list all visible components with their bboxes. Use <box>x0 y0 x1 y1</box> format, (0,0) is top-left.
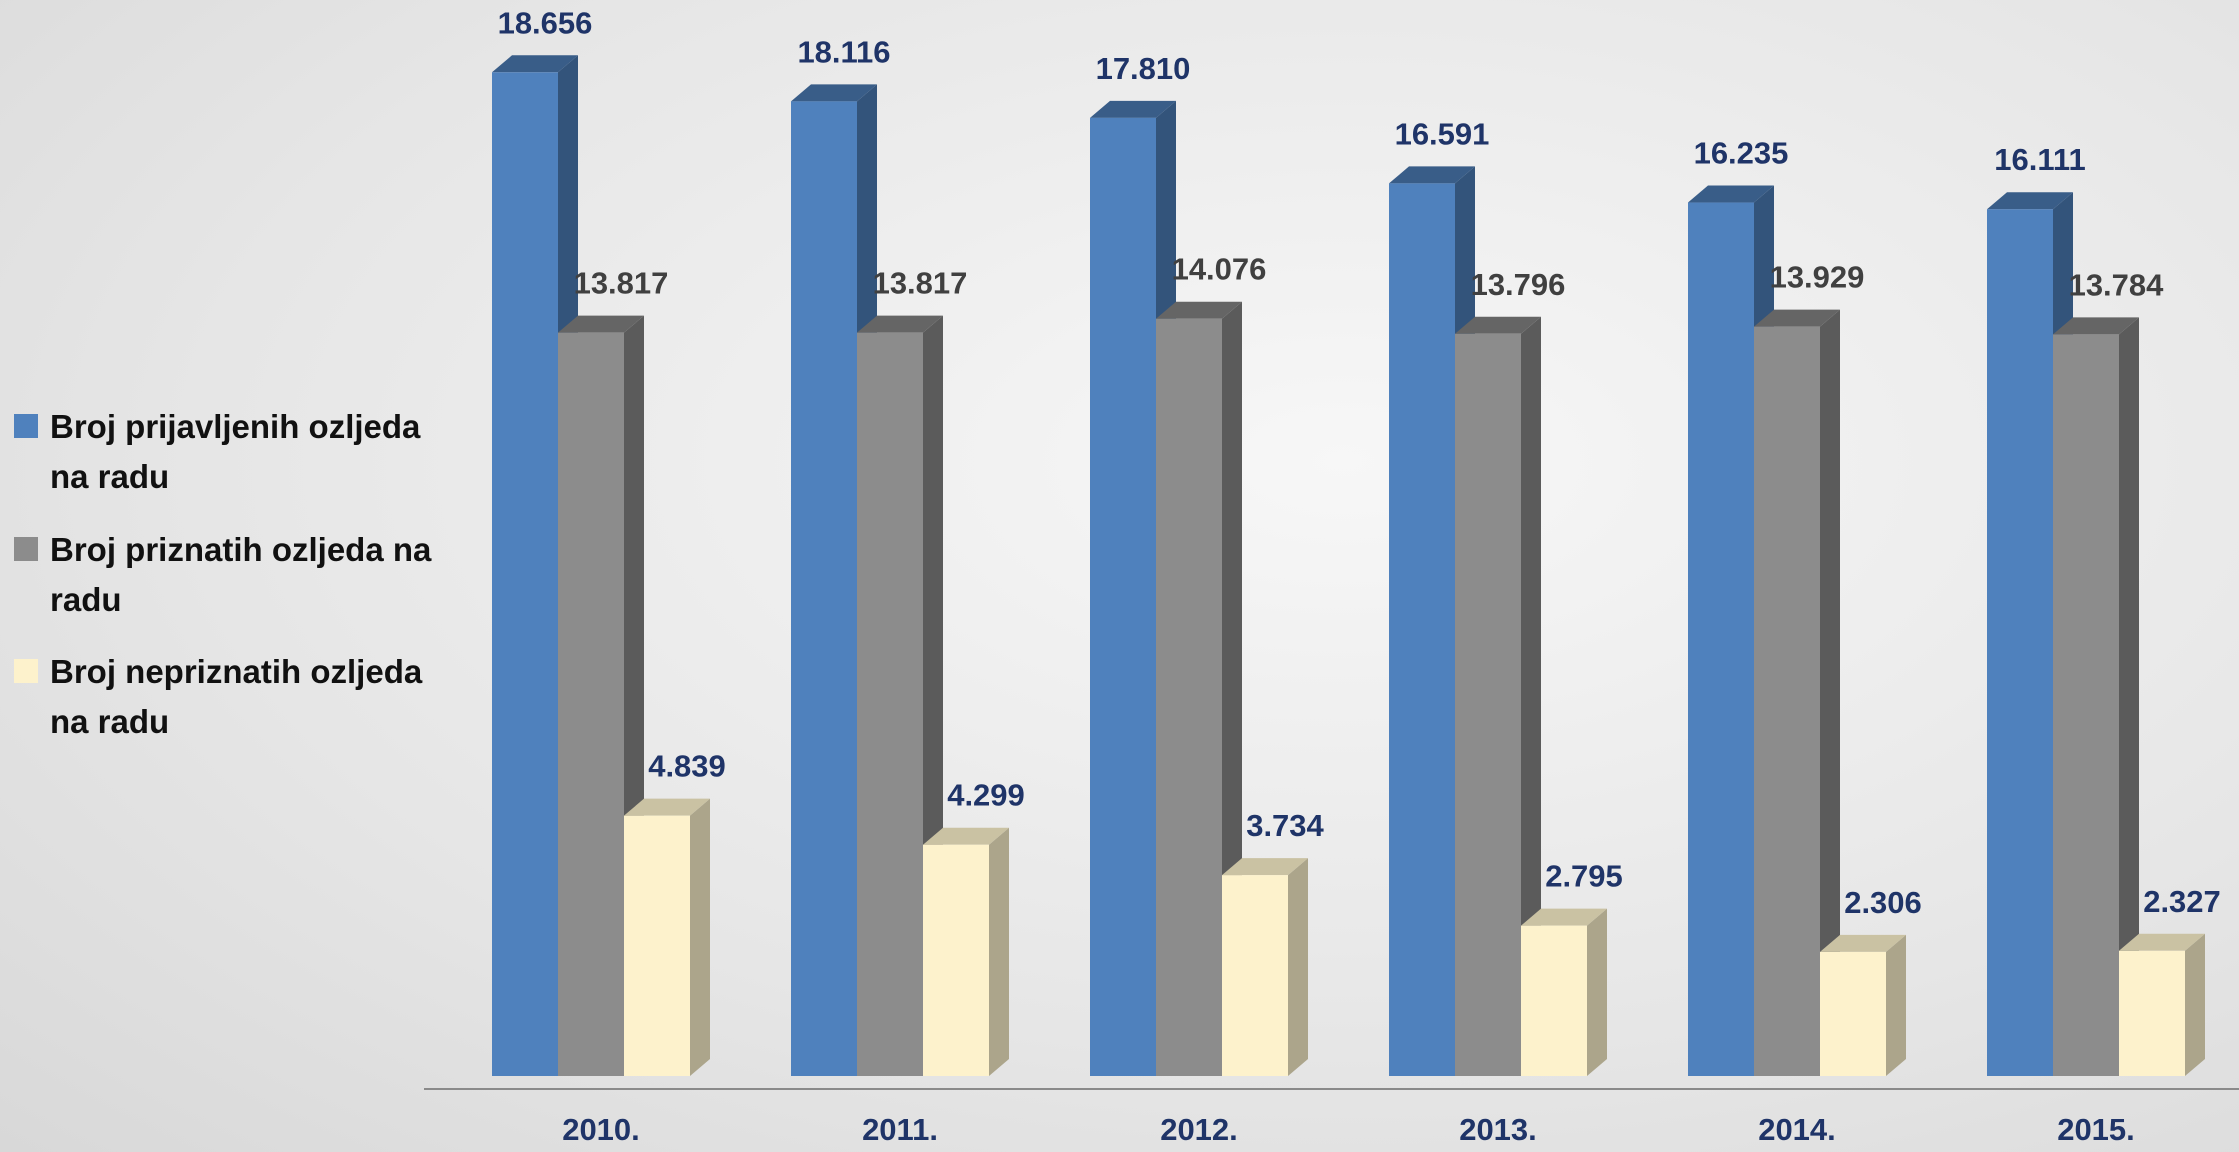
data-label: 16.111 <box>1994 142 2085 177</box>
legend-label: Broj prijavljenih ozljeda na radu <box>50 408 421 495</box>
bar <box>791 101 857 1077</box>
bar-top <box>624 798 710 816</box>
data-label: 2.306 <box>1844 885 1922 920</box>
bar <box>1521 925 1587 1076</box>
bar-top <box>1389 166 1475 184</box>
legend-swatch <box>14 537 38 561</box>
bar-top <box>558 315 644 333</box>
legend-label: Broj nepriznatih ozljeda na radu <box>50 653 423 740</box>
bar-top <box>1820 934 1906 952</box>
bar-top <box>1455 316 1541 334</box>
bar-side <box>1587 908 1607 1076</box>
x-tick-label: 2010. <box>562 1112 640 1147</box>
bar-top <box>857 315 943 333</box>
data-label: 3.734 <box>1246 808 1324 843</box>
bar <box>1688 202 1754 1076</box>
bar-side <box>2185 933 2205 1076</box>
bar-top <box>1754 309 1840 327</box>
data-label: 2.795 <box>1545 859 1623 894</box>
bar <box>624 815 690 1076</box>
bar-top <box>1987 192 2073 210</box>
legend-swatch <box>14 414 38 438</box>
bar-top <box>1156 301 1242 319</box>
x-tick-label: 2015. <box>2057 1112 2135 1147</box>
data-label: 13.929 <box>1770 260 1865 295</box>
data-label: 13.817 <box>574 266 669 301</box>
data-label: 16.591 <box>1395 116 1490 151</box>
data-label: 14.076 <box>1172 252 1267 287</box>
bar-top <box>2119 933 2205 951</box>
bar-top <box>492 55 578 73</box>
legend-label: Broj priznatih ozljeda na radu <box>50 531 432 618</box>
bar-top <box>791 84 877 102</box>
data-label: 4.299 <box>947 778 1025 813</box>
bar <box>923 844 989 1076</box>
bar <box>1455 333 1521 1076</box>
bar-side <box>989 827 1009 1076</box>
x-tick-label: 2013. <box>1459 1112 1537 1147</box>
data-label: 18.656 <box>498 5 593 40</box>
legend-swatch <box>14 659 38 683</box>
x-tick-label: 2014. <box>1758 1112 1836 1147</box>
bar <box>1754 326 1820 1076</box>
data-label: 4.839 <box>648 749 726 784</box>
bar <box>1222 875 1288 1076</box>
bar <box>1389 183 1455 1077</box>
data-label: 2.327 <box>2143 884 2221 919</box>
bar-top <box>2053 317 2139 335</box>
bar <box>1987 209 2053 1076</box>
bar-top <box>1090 100 1176 118</box>
bar-side <box>690 798 710 1076</box>
bar-top <box>1688 185 1774 203</box>
data-label: 13.796 <box>1471 267 1566 302</box>
data-label: 16.235 <box>1694 136 1789 171</box>
bar <box>1090 117 1156 1076</box>
bar-side <box>1288 858 1308 1076</box>
bar-top <box>923 827 1009 845</box>
bar-side <box>2119 317 2139 1077</box>
x-tick-label: 2011. <box>862 1112 938 1147</box>
bar <box>857 332 923 1076</box>
bar-side <box>1886 934 1906 1076</box>
x-tick-label: 2012. <box>1160 1112 1238 1147</box>
bar-top <box>1222 858 1308 876</box>
bar-top <box>1521 908 1607 926</box>
bar <box>2119 950 2185 1076</box>
bar-side <box>1521 316 1541 1076</box>
bar <box>492 72 558 1077</box>
data-label: 13.784 <box>2069 267 2165 302</box>
bar <box>1820 951 1886 1076</box>
bar <box>1156 318 1222 1077</box>
bar <box>558 332 624 1076</box>
bar-side <box>1820 309 1840 1076</box>
data-label: 13.817 <box>873 266 968 301</box>
data-label: 18.116 <box>797 34 890 69</box>
data-label: 17.810 <box>1096 51 1191 86</box>
bar <box>2053 334 2119 1077</box>
